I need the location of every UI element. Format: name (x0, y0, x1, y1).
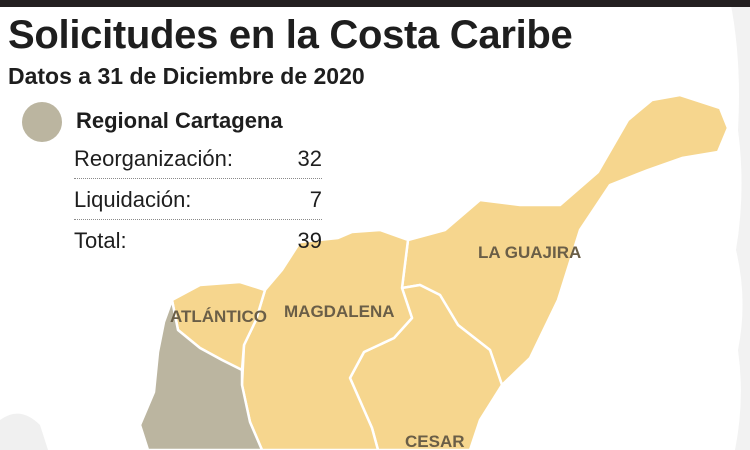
legend-row-total: Total: 39 (74, 220, 322, 260)
legend-row-value: 32 (297, 146, 322, 171)
region-labels: LA GUAJIRA MAGDALENA ATLÁNTICO CESAR (170, 243, 581, 450)
legend-row-label: Total: (74, 228, 127, 253)
legend-row-label: Liquidación: (74, 187, 192, 212)
legend-row-reorganizacion: Reorganización: 32 (74, 138, 322, 179)
page-subtitle: Datos a 31 de Diciembre de 2020 (8, 63, 365, 89)
legend-row-value: 39 (297, 228, 322, 253)
top-rule (0, 0, 750, 7)
page-title: Solicitudes en la Costa Caribe (8, 13, 573, 57)
label-cesar: CESAR (405, 432, 465, 450)
legend-row-label: Reorganización: (74, 146, 233, 171)
legend-row-liquidacion: Liquidación: 7 (74, 179, 322, 220)
label-la-guajira: LA GUAJIRA (478, 243, 581, 262)
label-atlantico: ATLÁNTICO (170, 307, 267, 326)
legend: Regional Cartagena Reorganización: 32 Li… (22, 100, 322, 260)
legend-swatch (22, 102, 62, 142)
bolivar-region (138, 298, 264, 450)
legend-row-value: 7 (309, 187, 322, 212)
legend-title: Regional Cartagena (76, 108, 283, 133)
label-magdalena: MAGDALENA (284, 302, 395, 321)
